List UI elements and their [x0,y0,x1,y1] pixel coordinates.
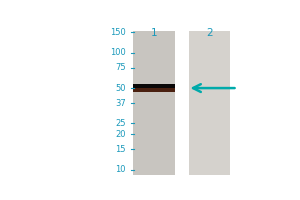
Text: 75: 75 [115,63,126,72]
Bar [133,31,175,175]
Text: 15: 15 [115,145,126,154]
Text: 2: 2 [206,28,213,38]
Bar [133,88,175,92]
Text: 150: 150 [110,28,126,37]
Text: 10: 10 [115,165,126,174]
Text: 50: 50 [115,84,126,93]
Text: 100: 100 [110,48,126,57]
Text: 25: 25 [115,119,126,128]
Text: 37: 37 [115,99,126,108]
Bar [189,31,230,175]
Bar [133,84,175,92]
Text: 20: 20 [115,130,126,139]
Text: 1: 1 [150,28,157,38]
